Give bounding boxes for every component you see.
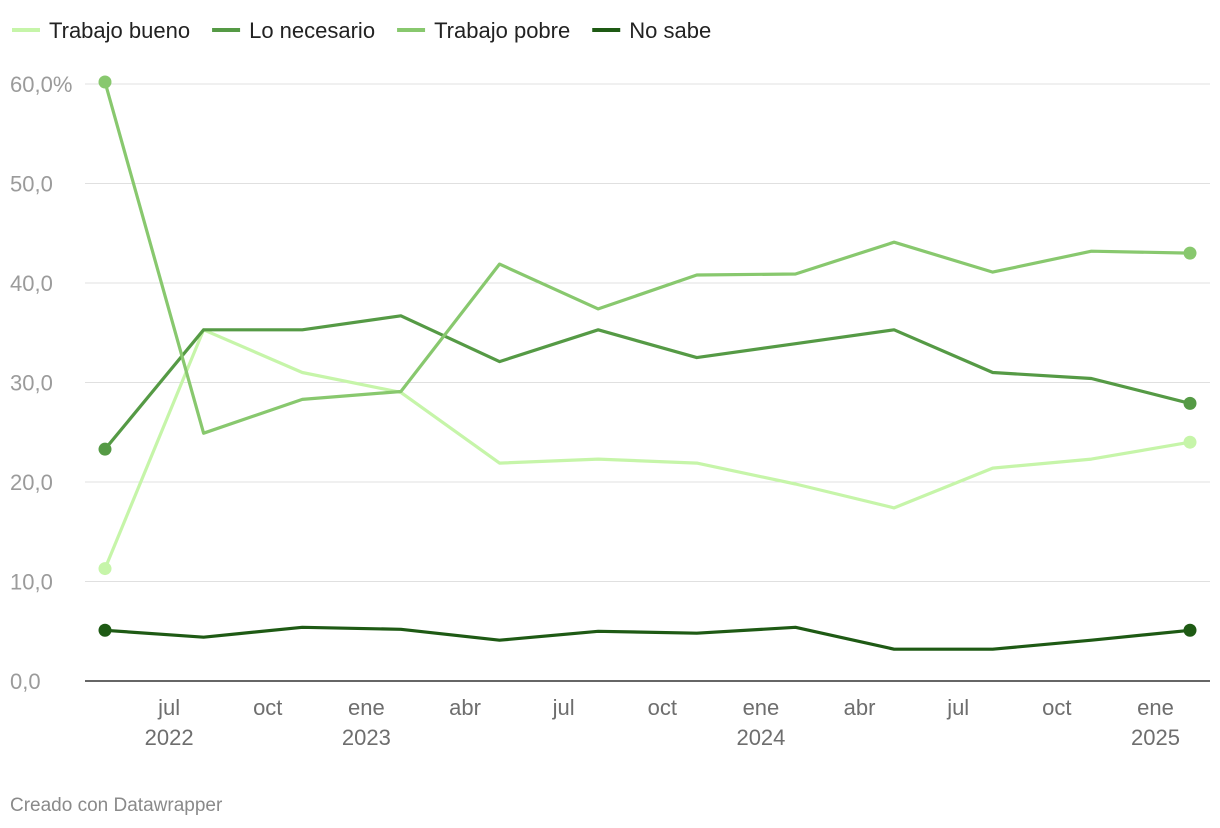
x-tick-year-label: 2023 [342,725,391,750]
footer-credit: Creado con Datawrapper [10,795,223,816]
series-trabajo-pobre [98,75,1197,435]
series-line-trabajo-pobre [103,80,1192,435]
gridlines [85,83,1210,682]
legend-label: Trabajo bueno [49,18,190,43]
legend-item-trabajo-pobre: Trabajo pobre [397,18,570,43]
data-point-no-sabe [1183,623,1197,637]
legend-label: Trabajo pobre [434,18,570,43]
data-point-lo-necesario [1183,396,1197,410]
data-point-trabajo-bueno [1183,435,1197,449]
series-no-sabe [98,623,1197,651]
y-tick-label: 20,0 [10,470,53,495]
x-tick-year-label: 2022 [145,725,194,750]
series-line-trabajo-bueno [103,328,1192,571]
x-tick-label: jul [552,695,575,720]
x-tick-year-label: 2024 [736,725,785,750]
y-tick-label: 30,0 [10,371,53,396]
data-point-trabajo-pobre [1183,246,1197,260]
x-tick-label: abr [844,695,876,720]
y-tick-label: 60,0% [10,72,72,97]
legend-item-lo-necesario: Lo necesario [212,18,375,43]
data-point-no-sabe [98,623,112,637]
y-tick-label: 40,0 [10,271,53,296]
data-point-trabajo-bueno [98,562,112,576]
x-tick-label: ene [1137,695,1174,720]
series-lines [98,75,1197,651]
x-tick-label: oct [648,695,677,720]
legend-item-no-sabe: No sabe [592,18,711,43]
data-point-trabajo-pobre [98,75,112,89]
y-tick-label: 10,0 [10,570,53,595]
x-tick-label: abr [449,695,481,720]
x-tick-label: oct [253,695,282,720]
y-axis-ticks: 0,0 10,0 20,0 30,0 40,0 50,0 60,0% [10,72,72,694]
x-tick-label: jul [946,695,969,720]
data-point-lo-necesario [98,442,112,456]
legend-item-trabajo-bueno: Trabajo bueno [12,18,190,43]
legend-label: No sabe [629,18,711,43]
legend-label: Lo necesario [249,18,375,43]
series-lo-necesario [98,314,1197,456]
series-line-lo-necesario [103,314,1192,451]
x-axis-ticks: jul 2022 oct ene 2023 abr jul oct ene 2024 abr jul o… [145,695,1180,750]
y-tick-label: 0,0 [10,669,41,694]
legend: Trabajo bueno Lo necesario Trabajo pobre No… [12,18,711,43]
y-tick-label: 50,0 [10,172,53,197]
x-tick-label: ene [743,695,780,720]
series-trabajo-bueno [98,328,1197,576]
series-line-no-sabe [103,625,1192,651]
x-tick-label: oct [1042,695,1071,720]
x-tick-label: jul [157,695,180,720]
x-tick-year-label: 2025 [1131,725,1180,750]
x-tick-label: ene [348,695,385,720]
